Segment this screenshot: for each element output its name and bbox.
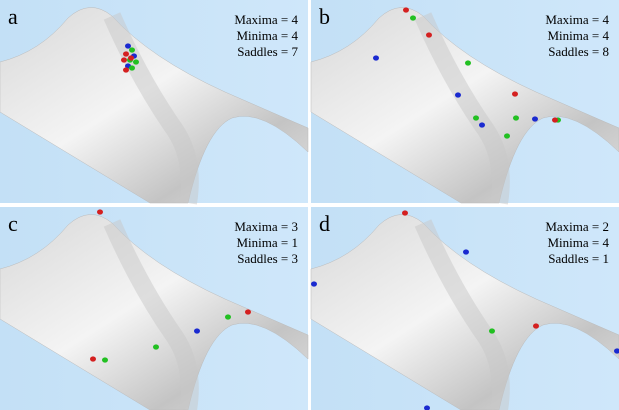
critical-point	[194, 328, 200, 333]
critical-point	[463, 249, 469, 254]
maxima-count: Maxima = 2	[545, 219, 609, 234]
critical-point	[373, 55, 379, 60]
critical-point	[123, 67, 129, 72]
minima-count: Minima = 4	[548, 28, 610, 43]
saddles-count: Saddles = 7	[237, 44, 298, 59]
saddles-count: Saddles = 3	[237, 251, 298, 266]
panel-label: d	[319, 211, 330, 236]
critical-point	[455, 92, 461, 97]
critical-point	[512, 91, 518, 96]
critical-point	[513, 115, 519, 120]
critical-point	[121, 57, 127, 62]
minima-count: Minima = 4	[237, 28, 299, 43]
maxima-count: Maxima = 4	[545, 12, 609, 27]
critical-point	[533, 323, 539, 328]
critical-point	[129, 65, 135, 70]
critical-point	[426, 32, 432, 37]
critical-point	[532, 116, 538, 121]
figure: aMaxima = 4Minima = 4Saddles = 7bMaxima …	[0, 0, 619, 410]
critical-point	[102, 357, 108, 362]
critical-point	[479, 122, 485, 127]
critical-point	[153, 344, 159, 349]
critical-point	[133, 59, 139, 64]
critical-point	[225, 314, 231, 319]
critical-point	[311, 281, 317, 286]
minima-count: Minima = 1	[237, 235, 299, 250]
critical-point	[403, 7, 409, 12]
saddles-count: Saddles = 8	[548, 44, 609, 59]
critical-point	[90, 356, 96, 361]
critical-point	[552, 117, 558, 122]
critical-point	[125, 43, 131, 48]
critical-point	[473, 115, 479, 120]
critical-point	[123, 51, 129, 56]
critical-point	[402, 210, 408, 215]
critical-point	[245, 309, 251, 314]
critical-point	[128, 55, 134, 60]
critical-point	[97, 209, 103, 214]
critical-point	[129, 47, 135, 52]
critical-point	[504, 133, 510, 138]
saddles-count: Saddles = 1	[548, 251, 609, 266]
critical-point	[465, 60, 471, 65]
critical-point	[489, 328, 495, 333]
panel-label: b	[319, 4, 330, 29]
critical-point	[410, 15, 416, 20]
panel-label: c	[8, 211, 18, 236]
minima-count: Minima = 4	[548, 235, 610, 250]
maxima-count: Maxima = 3	[234, 219, 298, 234]
panel-label: a	[8, 4, 18, 29]
maxima-count: Maxima = 4	[234, 12, 298, 27]
